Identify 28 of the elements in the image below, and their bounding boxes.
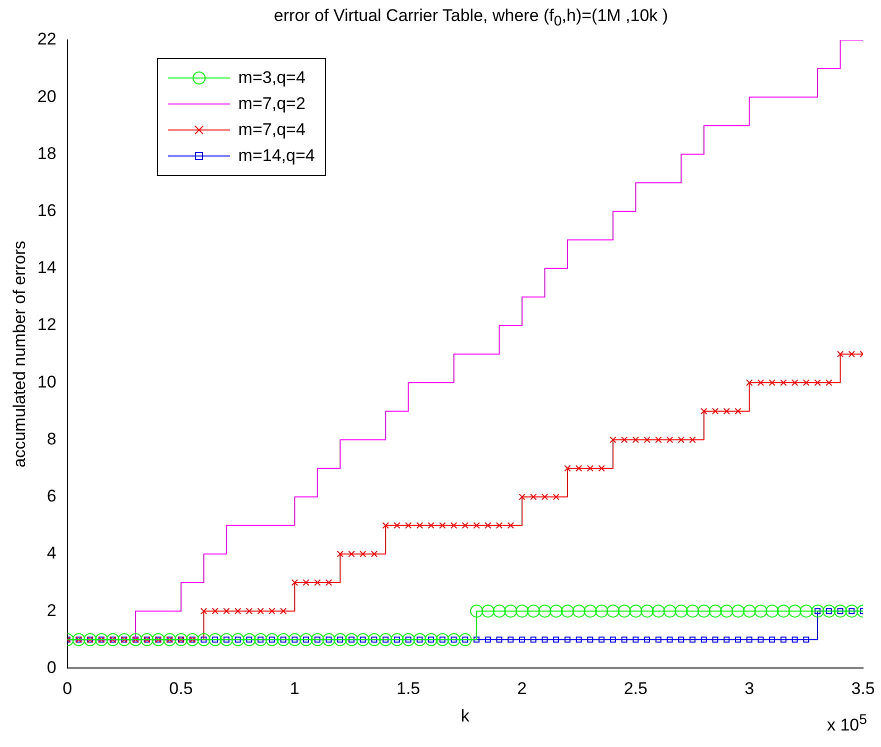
y-tick-label: 10 bbox=[37, 372, 56, 392]
x-tick-label: 1.5 bbox=[396, 679, 420, 698]
y-tick-label: 14 bbox=[37, 258, 56, 278]
y-tick-label: 22 bbox=[37, 30, 56, 49]
y-tick-label: 0 bbox=[46, 658, 56, 677]
y-tick-label: 6 bbox=[46, 486, 56, 506]
x-tick-label: 1 bbox=[290, 679, 300, 698]
legend-label: m=7,q=4 bbox=[238, 120, 306, 140]
x-tick-label: 0 bbox=[62, 679, 72, 698]
y-tick-label: 18 bbox=[37, 144, 56, 163]
y-tick-label: 2 bbox=[46, 600, 56, 620]
y-tick-label: 12 bbox=[37, 315, 56, 334]
x-tick-label: 2.5 bbox=[624, 679, 648, 698]
y-tick-label: 20 bbox=[37, 86, 56, 106]
chart-title: error of Virtual Carrier Table, where (f$_{0}$,h)=(1M ,10k ) bbox=[272, 6, 670, 30]
legend-label: m=7,q=2 bbox=[238, 94, 306, 114]
x-tick-label: 2 bbox=[517, 679, 527, 698]
y-tick-label: 8 bbox=[46, 429, 56, 448]
y-axis-title: accumulated number of errors bbox=[10, 240, 29, 468]
legend-label: m=3,q=4 bbox=[238, 68, 306, 88]
x-tick-label: 3 bbox=[744, 679, 754, 698]
y-tick-label: 16 bbox=[37, 201, 56, 220]
y-tick-label: 4 bbox=[46, 544, 56, 563]
text: x 10$^{5}$ bbox=[826, 712, 867, 736]
x-axis-title: k bbox=[460, 706, 470, 726]
x-tick-label: 3.5 bbox=[851, 679, 875, 698]
legend-label: m=14,q=4 bbox=[238, 146, 315, 166]
x-tick-label: 0.5 bbox=[169, 679, 193, 698]
